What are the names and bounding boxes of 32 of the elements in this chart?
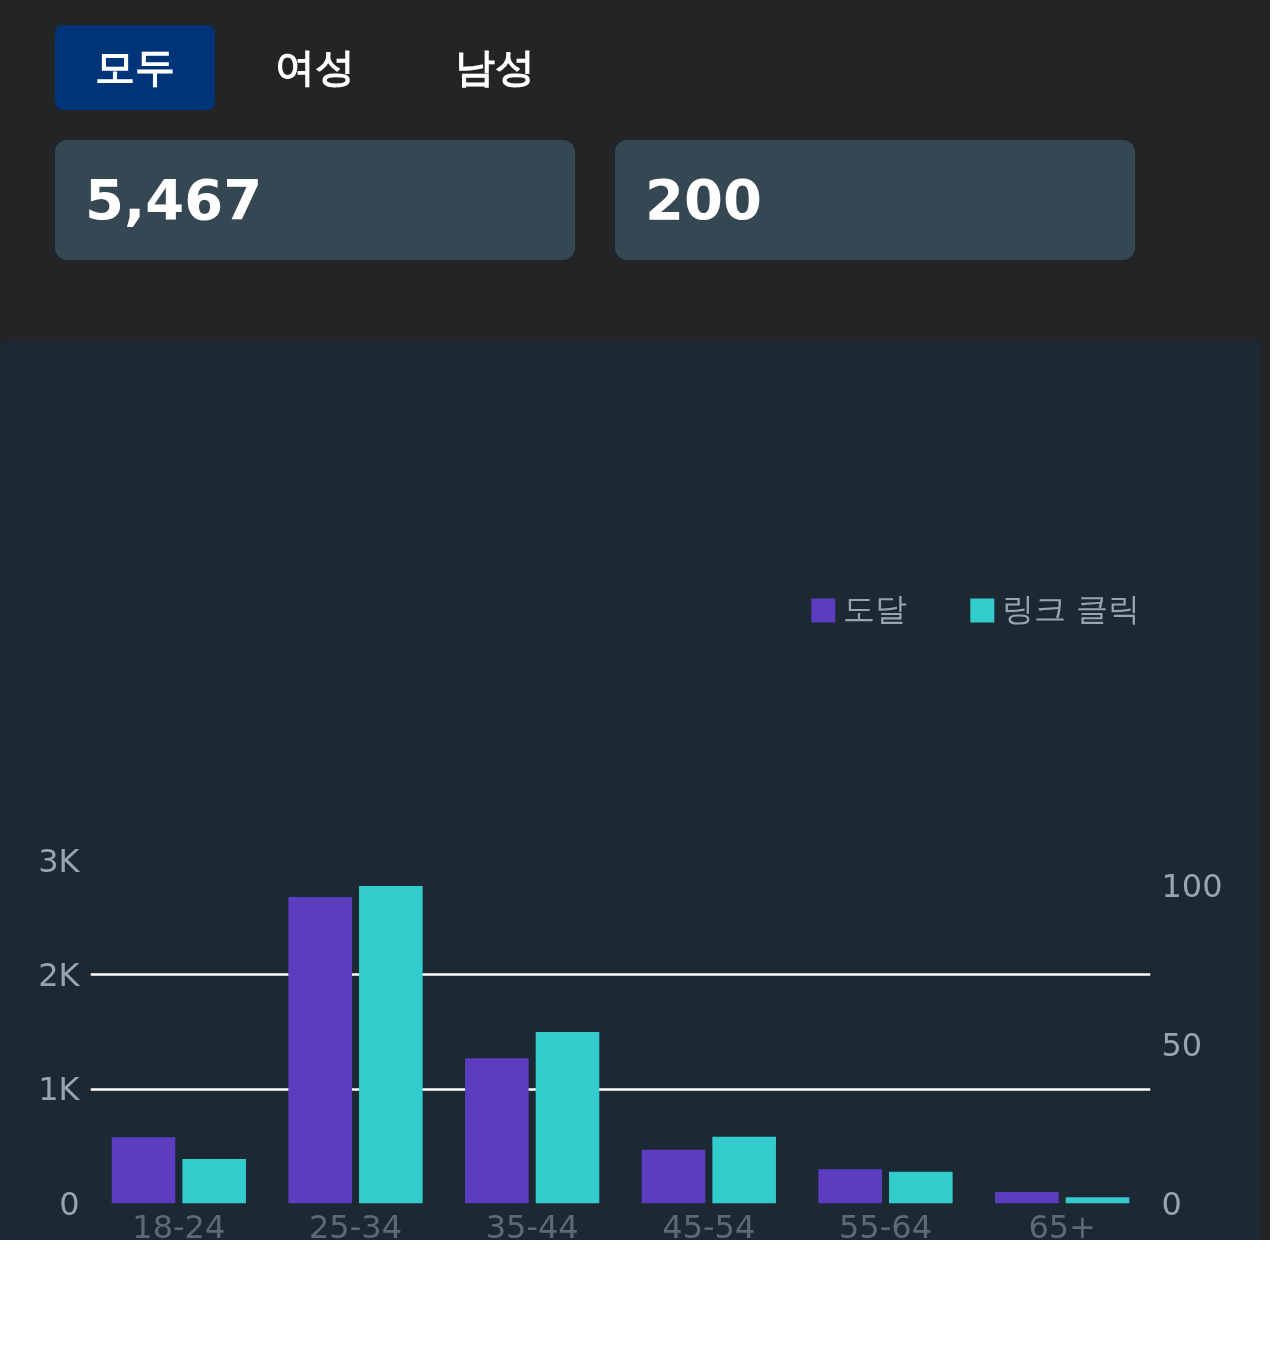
bar <box>889 1171 953 1204</box>
x-tick-label: 55-64 <box>839 1207 932 1246</box>
bar <box>818 1169 882 1204</box>
x-tick-label: 65+ <box>1028 1207 1096 1246</box>
y-tick-label: 3K <box>38 841 81 880</box>
bar <box>359 885 423 1204</box>
y2-tick-label: 0 <box>1161 1185 1182 1223</box>
bar <box>712 1136 776 1204</box>
x-tick-label: 45-54 <box>662 1207 756 1246</box>
bar <box>1065 1197 1130 1204</box>
text: 200 <box>615 140 1135 261</box>
bar <box>995 1192 1059 1204</box>
x-tick-label: 35-44 <box>485 1207 579 1246</box>
bar <box>465 1058 529 1204</box>
legend-label: 도달 <box>842 589 907 630</box>
bar <box>182 1159 246 1204</box>
y2-tick-label: 50 <box>1161 1026 1203 1065</box>
bar <box>641 1149 706 1204</box>
y-tick-label: 0 <box>59 1184 80 1223</box>
text: 모두 <box>55 25 215 111</box>
bar <box>535 1032 600 1204</box>
y-tick-label: 2K <box>38 955 81 994</box>
legend-label: 링크 클릭 <box>1001 589 1140 630</box>
x-tick-label: 18-24 <box>132 1207 226 1246</box>
y-tick-label: 1K <box>38 1070 81 1109</box>
bar <box>111 1137 176 1204</box>
text: 여성 <box>274 43 356 92</box>
text: 남성 <box>454 43 536 92</box>
text: 5,467 <box>55 140 575 261</box>
bar <box>288 897 352 1204</box>
y2-tick-label: 100 <box>1161 867 1223 906</box>
x-tick-label: 25-34 <box>309 1207 402 1246</box>
